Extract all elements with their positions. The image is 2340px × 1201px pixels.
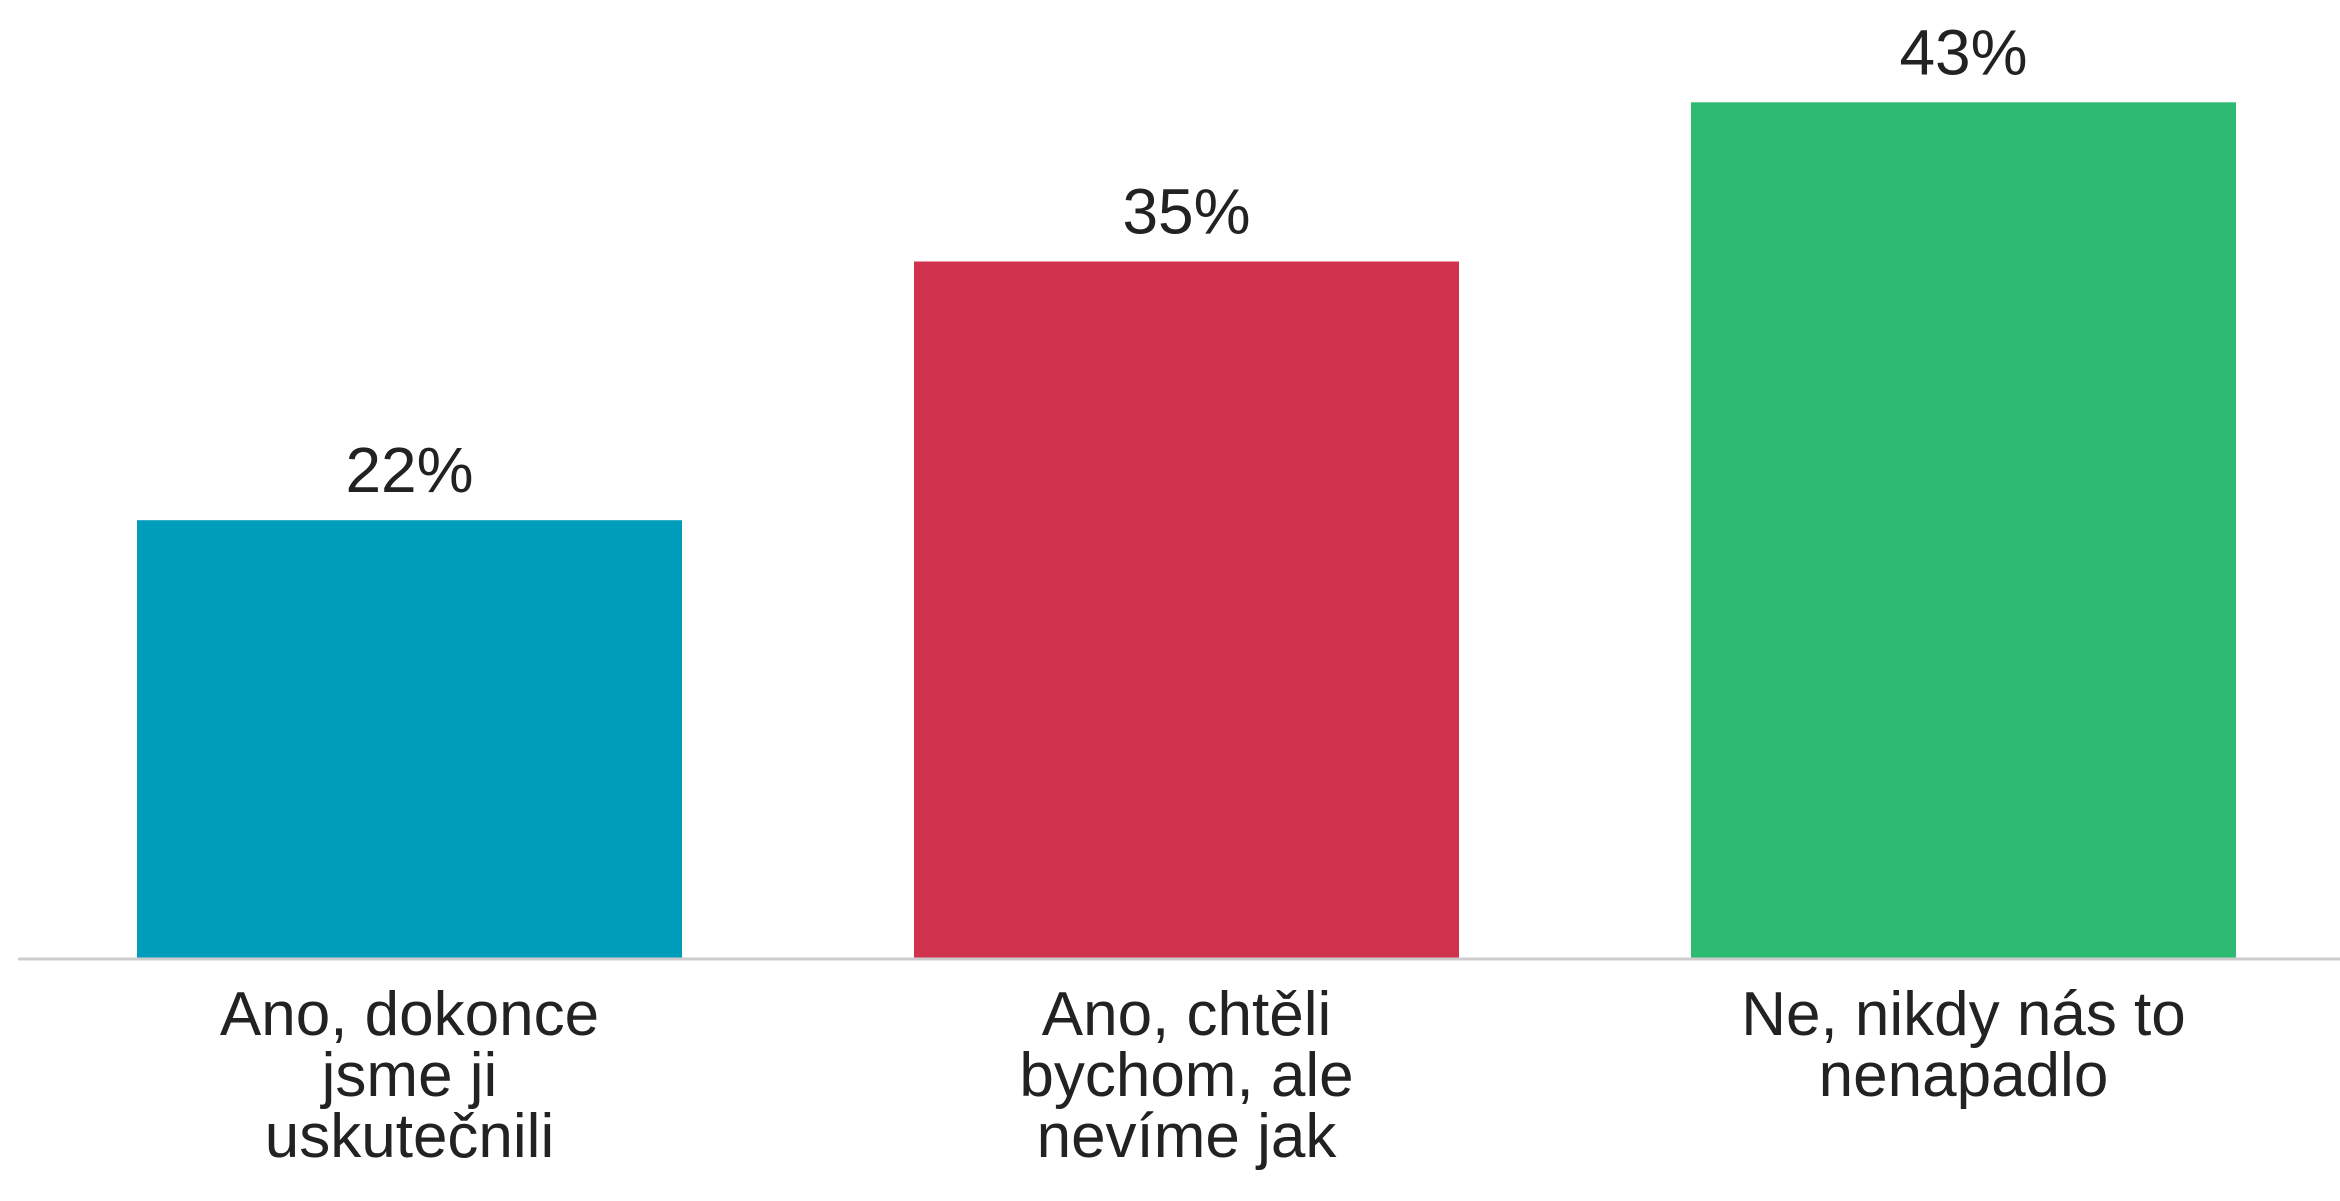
category-label-2-line-2: bychom, ale	[1019, 1041, 1353, 1110]
category-label-1-line-3: uskutečnili	[265, 1102, 554, 1171]
value-label-3: 43%	[1899, 16, 2027, 88]
value-label-1: 22%	[345, 434, 473, 506]
bar-2	[914, 261, 1459, 958]
bars-layer	[137, 102, 2236, 959]
category-label-2: Ano, chtěli bychom, ale nevíme jak	[1019, 980, 1353, 1171]
bar-1	[137, 520, 682, 958]
category-label-3: Ne, nikdy nás to nenapadlo	[1741, 980, 2186, 1110]
category-label-1: Ano, dokonce jsme ji uskutečnili	[220, 980, 599, 1171]
category-label-2-line-3: nevíme jak	[1037, 1102, 1338, 1171]
category-label-2-line-1: Ano, chtěli	[1042, 980, 1332, 1049]
value-label-2: 35%	[1122, 176, 1250, 248]
category-label-1-line-1: Ano, dokonce	[220, 980, 599, 1049]
category-label-3-line-2: nenapadlo	[1819, 1041, 2109, 1110]
category-label-3-line-1: Ne, nikdy nás to	[1741, 980, 2186, 1049]
value-labels-layer: 22% 35% 43%	[345, 16, 2027, 506]
category-labels-layer: Ano, dokonce jsme ji uskutečnili Ano, chtěl…	[220, 980, 2186, 1171]
bar-3	[1691, 102, 2236, 959]
category-label-1-line-2: jsme ji	[320, 1041, 498, 1110]
